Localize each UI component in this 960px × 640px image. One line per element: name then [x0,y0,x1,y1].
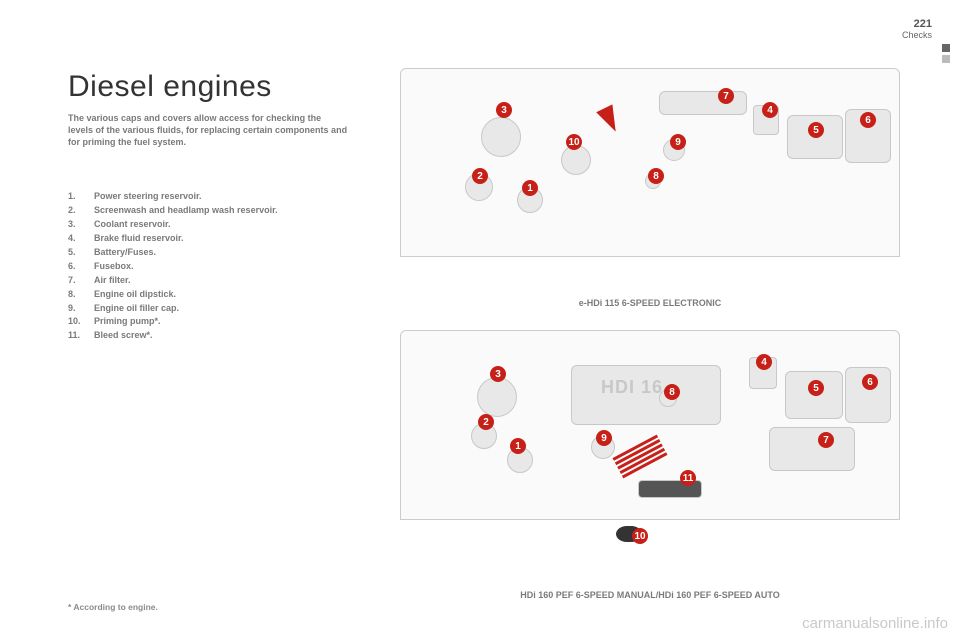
callout-marker: 1 [510,438,526,454]
list-item: 6.Fusebox. [68,260,368,274]
list-item: 10.Priming pump*. [68,315,368,329]
callout-marker: 5 [808,122,824,138]
callout-marker: 6 [862,374,878,390]
callout-marker: 3 [496,102,512,118]
part-coolant-reservoir [481,117,521,157]
list-item: 9.Engine oil filler cap. [68,302,368,316]
list-item: 4.Brake fluid reservoir. [68,232,368,246]
part-coolant-reservoir [477,377,517,417]
callout-marker: 11 [680,470,696,486]
callout-marker: 10 [632,528,648,544]
callout-marker: 2 [478,414,494,430]
callout-marker: 1 [522,180,538,196]
page-title: Diesel engines [68,70,272,104]
callout-marker: 2 [472,168,488,184]
callout-marker: 5 [808,380,824,396]
callout-marker: 3 [490,366,506,382]
engine-cover-label: HDI 16 [601,377,663,398]
diagram-caption-2: HDi 160 PEF 6-SPEED MANUAL/HDi 160 PEF 6… [400,590,900,600]
callout-marker: 9 [596,430,612,446]
page-number: 221 [902,18,932,30]
side-markers [942,44,950,63]
stripes-icon [613,435,668,479]
callout-marker: 4 [756,354,772,370]
list-item: 11.Bleed screw*. [68,329,368,343]
engine-diagram-2: HDI 16 12 3 4 5 6 7 8 9 10 11 [400,330,900,580]
callout-marker: 8 [648,168,664,184]
section-label: Checks [902,30,932,40]
diagram-caption-1: e-HDi 115 6-SPEED ELECTRONIC [400,298,900,308]
list-item: 5.Battery/Fuses. [68,246,368,260]
list-item: 8.Engine oil dipstick. [68,288,368,302]
footnote: * According to engine. [68,602,158,612]
list-item: 7.Air filter. [68,274,368,288]
engine-diagram-1: 1 2 3 4 5 6 7 8 9 10 [400,68,900,298]
callout-marker: 10 [566,134,582,150]
callout-marker: 9 [670,134,686,150]
engine-bay [400,68,900,257]
arrow-icon [596,104,624,135]
callout-marker: 7 [818,432,834,448]
callout-marker: 4 [762,102,778,118]
intro-text: The various caps and covers allow access… [68,112,348,148]
parts-list: 1.Power steering reservoir. 2.Screenwash… [68,190,368,343]
list-item: 2.Screenwash and headlamp wash reservoir… [68,204,368,218]
manual-page: 221 Checks Diesel engines The various ca… [0,0,960,640]
part-air-filter [769,427,855,471]
list-item: 3.Coolant reservoir. [68,218,368,232]
callout-marker: 6 [860,112,876,128]
watermark: carmanualsonline.info [802,615,948,632]
callout-marker: 8 [664,384,680,400]
callout-marker: 7 [718,88,734,104]
list-item: 1.Power steering reservoir. [68,190,368,204]
page-header: 221 Checks [902,18,932,40]
